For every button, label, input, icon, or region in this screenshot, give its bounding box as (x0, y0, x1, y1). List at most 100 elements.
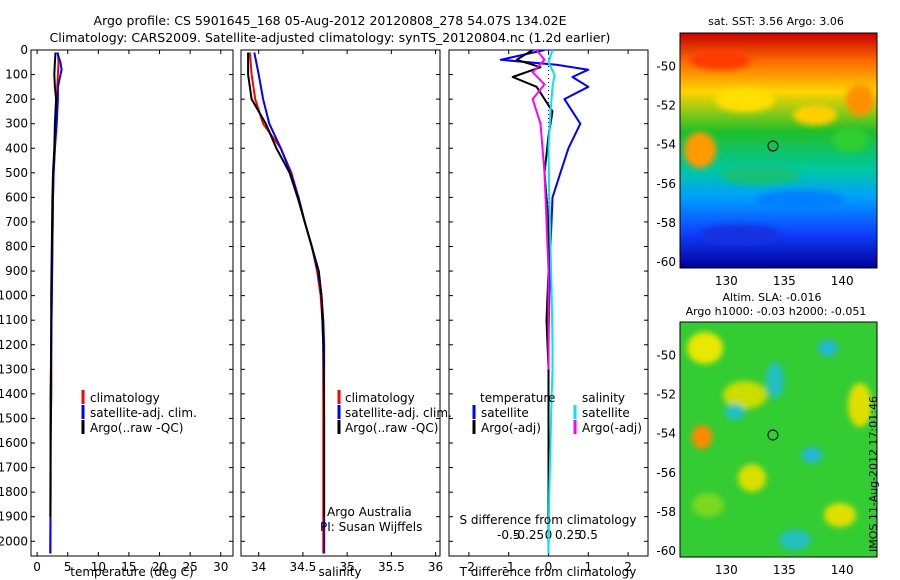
depth-tick-label: 400 (5, 141, 28, 155)
depth-tick-label: 1700 (0, 461, 28, 475)
depth-tick-label: 200 (5, 92, 28, 106)
depth-tick-label: 1200 (0, 338, 28, 352)
temperature-series-argo-raw-qc (49, 52, 58, 517)
legend-t-satellite: satellite (481, 406, 529, 420)
x-tick-label: 35 (339, 560, 354, 574)
legend-s-argo: Argo(-adj) (582, 421, 642, 435)
difference-xlabel-top: S difference from climatology (460, 513, 637, 527)
legend-heading-salinity: salinity (582, 391, 625, 405)
legend-climatology: climatology (90, 391, 160, 405)
depth-tick-label: 700 (5, 215, 28, 229)
x-tick-label: 35.5 (378, 560, 405, 574)
x-tick-label: 20 (152, 560, 167, 574)
legend-climatology: climatology (345, 391, 415, 405)
salinity-series-argo-raw-qc (247, 52, 326, 517)
differences-series-temperature-satellite (499, 50, 590, 554)
map-y-tick-label: -50 (656, 59, 676, 73)
sst-map-title: sat. SST: 3.56 Argo: 3.06 (708, 15, 844, 28)
imos-timestamp: IMOS 11-Aug-2012 17:01:46 (866, 362, 880, 552)
temperature-axes-frame (30, 49, 234, 557)
argo-australia-note: Argo Australia (327, 505, 412, 519)
x-tick-label: 34.5 (290, 560, 317, 574)
map-y-tick-label: -60 (656, 255, 676, 269)
sla-map-subtitle: Argo h1000: -0.03 h2000: -0.051 (686, 305, 867, 318)
x-tick-label: 34 (251, 560, 266, 574)
sst-map-frame (679, 32, 878, 269)
x-tick-label: 0 (545, 560, 553, 574)
depth-tick-label: 1500 (0, 411, 28, 425)
differences-series-temperature-argo-adj (511, 50, 554, 517)
legend-satellite: satellite-adj. clim. (90, 406, 197, 420)
depth-tick-label: 1600 (0, 436, 28, 450)
map-x-tick-label: 140 (831, 563, 854, 577)
map-y-tick-label: -56 (656, 177, 676, 191)
differences-series-salinity-argo-adj (531, 50, 550, 370)
salinity-legend: climatology satellite-adj. clim. Argo(..… (337, 390, 452, 435)
depth-tick-label: 1100 (0, 313, 28, 327)
legend-s-satellite: satellite (582, 406, 630, 420)
depth-tick-label: 1900 (0, 510, 28, 524)
legend-argo: Argo(..raw -QC) (345, 421, 438, 435)
x-tick-label: 5 (64, 560, 72, 574)
map-y-tick-label: -58 (656, 216, 676, 230)
temperature-xlabel: temperature (deg C) (70, 565, 193, 579)
sla-argo-location-marker (767, 429, 779, 441)
depth-tick-label: 800 (5, 240, 28, 254)
x-tick-label: 30 (213, 560, 228, 574)
map-y-tick-label: -52 (656, 387, 676, 401)
difference-legend: temperature salinity satellite Argo(-adj… (472, 391, 642, 435)
map-y-tick-label: -52 (656, 98, 676, 112)
s-diff-tick-label: -0.5 (497, 528, 520, 542)
salinity-xlabel: salinity (318, 565, 361, 579)
map-x-tick-label: 135 (773, 563, 796, 577)
sla-map-title: Altim. SLA: -0.016 (722, 291, 821, 304)
salinity-series-group (247, 52, 326, 554)
title-line-1: Argo profile: CS 5901645_168 05-Aug-2012… (93, 13, 567, 28)
salinity-series-climatology (248, 52, 325, 554)
map-y-tick-label: -50 (656, 348, 676, 362)
s-diff-tick-label: 0.5 (579, 528, 598, 542)
difference-xlabel: T difference from climatology (459, 565, 637, 579)
pi-note: PI: Susan Wijffels (320, 520, 422, 534)
x-tick-label: 1 (584, 560, 592, 574)
x-tick-label: 2 (624, 560, 632, 574)
differences-series-salinity-satellite (547, 50, 556, 554)
map-x-tick-label: 130 (715, 274, 738, 288)
sst-heatmap (680, 33, 877, 268)
depth-tick-label: 900 (5, 264, 28, 278)
temperature-legend: climatology satellite-adj. clim. Argo(..… (81, 390, 197, 435)
depth-tick-label: 2000 (0, 534, 28, 548)
map-y-tick-label: -58 (656, 505, 676, 519)
differences-series-group (499, 50, 590, 554)
s-diff-tick-label: -0.25 (513, 528, 544, 542)
sst-argo-location-marker (767, 140, 779, 152)
map-y-tick-label: -56 (656, 466, 676, 480)
s-diff-tick-label: 0.25 (555, 528, 582, 542)
depth-tick-label: 300 (5, 117, 28, 131)
map-x-tick-label: 135 (773, 274, 796, 288)
depth-tick-label: 600 (5, 190, 28, 204)
map-y-tick-label: -54 (656, 138, 676, 152)
depth-tick-label: 0 (20, 43, 28, 57)
depth-tick-label: 500 (5, 166, 28, 180)
x-tick-label: 15 (121, 560, 136, 574)
map-y-tick-label: -60 (656, 544, 676, 558)
x-tick-label: 10 (91, 560, 106, 574)
map-x-tick-label: 140 (831, 274, 854, 288)
x-tick-label: -2 (463, 560, 475, 574)
depth-tick-label: 1000 (0, 289, 28, 303)
depth-tick-label: 1800 (0, 485, 28, 499)
legend-t-argo: Argo(-adj) (481, 421, 541, 435)
x-tick-label: 36 (428, 560, 443, 574)
sla-map-frame (679, 321, 878, 558)
x-tick-label: -1 (503, 560, 515, 574)
depth-tick-label: 1400 (0, 387, 28, 401)
map-y-tick-label: -54 (656, 427, 676, 441)
legend-heading-temperature: temperature (480, 391, 555, 405)
title-line-2: Climatology: CARS2009. Satellite-adjuste… (49, 30, 611, 45)
map-x-tick-label: 130 (715, 563, 738, 577)
salinity-axes-frame (240, 49, 441, 557)
legend-argo: Argo(..raw -QC) (90, 421, 183, 435)
x-tick-label: 0 (33, 560, 41, 574)
